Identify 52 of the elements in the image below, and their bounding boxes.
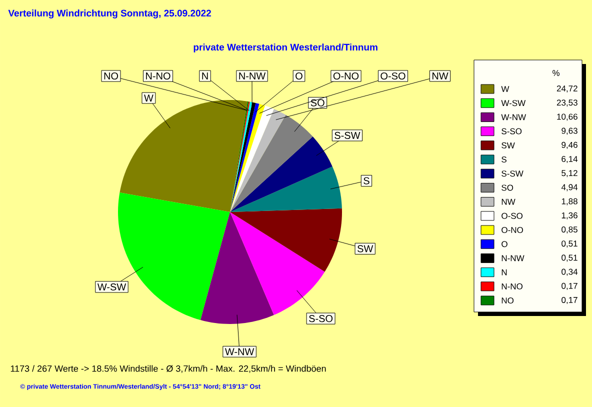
data-label: 0,51 xyxy=(562,254,578,262)
slice-label: SO xyxy=(310,99,324,106)
legend-label: N xyxy=(502,269,507,276)
slice-label: O-SO xyxy=(380,72,406,80)
legend-label: S-SW xyxy=(502,170,524,177)
data-label: 10,66 xyxy=(557,114,578,121)
legend-title: % xyxy=(552,70,560,76)
legend-label: O-SO xyxy=(502,212,523,219)
slice-label: W xyxy=(144,94,154,102)
slice-label: S-SW xyxy=(334,132,360,139)
data-label: 0,85 xyxy=(562,226,578,234)
data-label: 6,14 xyxy=(562,156,578,163)
legend-label: SW xyxy=(502,142,515,148)
data-label: 0,17 xyxy=(562,296,578,304)
legend-label: O xyxy=(502,241,508,248)
slice-label: W-SW xyxy=(97,283,126,290)
data-label: 24,72 xyxy=(556,85,578,92)
text: 1173 / 267 Werte -> 18.5% Windstille - Ø 3,7km/h - Max. 22,5km/h = Windböen xyxy=(10,365,326,373)
slice-label: W-NW xyxy=(224,348,254,356)
slice-label: S-SO xyxy=(309,315,333,322)
data-label: 1,36 xyxy=(562,212,578,220)
data-label: 0,34 xyxy=(562,268,578,276)
legend-label: SO xyxy=(502,184,514,191)
legend-label: NO xyxy=(502,297,514,304)
slice-label: SW xyxy=(358,245,374,252)
data-label: 5,12 xyxy=(562,170,578,178)
legend-label: S-SO xyxy=(502,128,522,134)
data-label: 1,88 xyxy=(562,198,578,206)
legend-label: W-NW xyxy=(501,114,526,120)
legend-label: S xyxy=(502,156,506,162)
legend-label: W-SW xyxy=(501,100,526,106)
legend-label: NW xyxy=(502,198,516,205)
data-label: 23,53 xyxy=(556,100,578,107)
data-label: 9,63 xyxy=(562,128,578,135)
slice-label: N xyxy=(202,72,208,80)
slice-label: N-NO xyxy=(146,72,170,80)
data-label: 4,94 xyxy=(561,184,578,192)
slice-label: O-NO xyxy=(333,72,359,80)
data-label: 0,51 xyxy=(562,240,578,248)
slice-label: N-NW xyxy=(239,72,266,80)
legend-label: N-NO xyxy=(502,283,523,290)
data-label: 0,17 xyxy=(562,282,578,290)
chart-title: Verteilung Windrichtung Sonntag, 25.09.2022 xyxy=(8,10,211,18)
data-label: 9,46 xyxy=(562,142,578,149)
legend-label: W xyxy=(501,86,510,92)
slice-label: NW xyxy=(432,72,448,80)
legend-label: N-NW xyxy=(502,255,524,262)
slice-label: NO xyxy=(104,72,118,80)
slice-label: S xyxy=(364,177,370,184)
chart-subtitle: private Wetterstation Westerland/Tinnum xyxy=(194,44,378,52)
legend-label: O-NO xyxy=(502,226,523,233)
slice-label: O xyxy=(296,72,302,80)
